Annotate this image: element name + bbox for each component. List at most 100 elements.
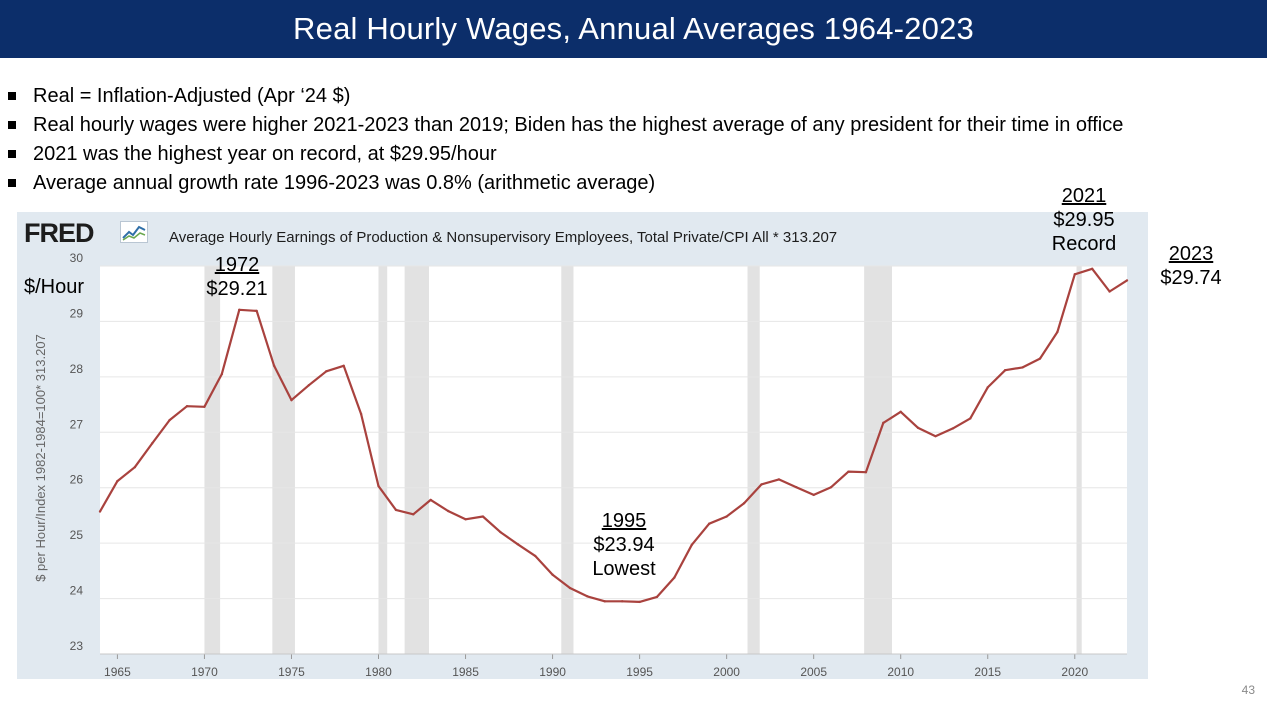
data-point [864, 470, 868, 474]
bullet-square-icon [8, 179, 16, 187]
data-point [568, 586, 572, 590]
data-point [673, 576, 676, 579]
data-point [899, 410, 902, 413]
data-point [829, 485, 833, 489]
data-point [742, 502, 746, 505]
data-point [603, 600, 606, 603]
x-tick-label: 1980 [365, 665, 392, 679]
y-tick-label: 24 [70, 584, 84, 598]
x-tick-label: 2000 [713, 665, 740, 679]
annotation-2023: 2023 $29.74 [1152, 242, 1230, 290]
x-tick-label: 1990 [539, 665, 566, 679]
data-point [1003, 369, 1007, 372]
y-tick-label: 26 [70, 473, 84, 487]
x-tick-label: 1985 [452, 665, 479, 679]
annotation-year: 2023 [1168, 243, 1214, 265]
data-point [168, 418, 171, 422]
data-point [951, 427, 955, 430]
data-point [795, 485, 798, 489]
data-point [272, 364, 276, 367]
recession-band [561, 266, 574, 654]
data-point [220, 372, 224, 376]
annotation-year: 1995 [601, 510, 647, 532]
y-tick-label: 23 [70, 639, 84, 653]
x-tick-label: 2015 [974, 665, 1001, 679]
bullet-item: 2021 was the highest year on record, at … [8, 140, 1123, 169]
page-number: 43 [1241, 683, 1255, 697]
annotation-note: Record [1051, 233, 1117, 255]
x-tick-label: 2020 [1061, 665, 1088, 679]
series-line [99, 267, 1128, 604]
data-point [98, 510, 102, 513]
bullet-item: Real = Inflation-Adjusted (Apr ‘24 $) [8, 82, 1123, 111]
data-point [185, 405, 189, 408]
bullet-text: Average annual growth rate 1996-2023 was… [33, 172, 656, 194]
bullet-square-icon [8, 121, 16, 129]
recession-band [404, 266, 429, 654]
annotation-year: 1972 [214, 254, 260, 276]
data-point [916, 426, 920, 430]
data-point [638, 600, 641, 604]
data-point [255, 309, 258, 313]
data-point [621, 600, 624, 603]
recession-band [272, 266, 295, 654]
data-point [533, 554, 537, 558]
annotation-year: 2021 [1061, 185, 1107, 207]
data-point [342, 364, 345, 367]
x-tick-label: 1975 [278, 665, 305, 679]
annotation-value: $29.74 [1160, 267, 1222, 289]
y-tick-label: 25 [70, 528, 84, 542]
recession-band [864, 266, 893, 654]
x-tick-label: 1970 [191, 665, 218, 679]
data-point [499, 530, 502, 534]
data-point [725, 515, 728, 518]
bullet-item: Real hourly wages were higher 2021-2023 … [8, 111, 1123, 140]
bullet-list: Real = Inflation-Adjusted (Apr ‘24 $) Re… [8, 82, 1123, 198]
bullet-item: Average annual growth rate 1996-2023 was… [8, 169, 1123, 198]
annotation-value: $23.94 [593, 534, 655, 556]
y-tick-label: 29 [70, 306, 84, 320]
recession-band [378, 266, 388, 654]
y-tick-label: 28 [70, 362, 84, 376]
data-point [307, 383, 311, 387]
bullet-text: 2021 was the highest year on record, at … [33, 143, 497, 165]
slide-title-bar: Real Hourly Wages, Annual Averages 1964-… [0, 0, 1267, 58]
data-point [1056, 330, 1059, 334]
data-point [551, 573, 554, 576]
bullet-text: Real = Inflation-Adjusted (Apr ‘24 $) [33, 85, 351, 107]
fred-chart-icon [120, 221, 148, 243]
data-point [394, 508, 398, 512]
x-tick-label: 2010 [887, 665, 914, 679]
data-point [690, 543, 694, 547]
y-tick-label: 27 [70, 417, 84, 431]
data-point [116, 479, 119, 483]
x-tick-label: 2005 [800, 665, 827, 679]
x-tick-label: 1995 [626, 665, 653, 679]
data-point [1021, 366, 1024, 369]
y-tick-label: 30 [70, 251, 84, 265]
data-point [377, 484, 380, 488]
plot-area [100, 266, 1127, 654]
chart-title: Average Hourly Earnings of Production & … [169, 229, 838, 246]
data-point [1073, 273, 1076, 276]
data-point [203, 405, 206, 408]
data-point [446, 509, 450, 513]
x-tick-label: 1965 [104, 665, 131, 679]
data-point [464, 518, 467, 521]
recession-band [1076, 266, 1082, 654]
unit-label: $/Hour [24, 276, 85, 298]
data-point [586, 595, 589, 598]
annotation-note: Lowest [592, 558, 656, 580]
annotation-1995: 1995 $23.94 Lowest [580, 509, 668, 581]
data-point [151, 442, 154, 445]
data-point [290, 398, 293, 402]
data-point [812, 493, 815, 497]
data-point [655, 595, 659, 599]
annotation-2021: 2021 $29.95 Record [1040, 184, 1128, 256]
data-point [238, 308, 241, 311]
data-point [1090, 267, 1094, 270]
data-point [986, 386, 989, 389]
recession-band [747, 266, 760, 654]
fred-logo: FRED [24, 218, 94, 248]
data-point [1125, 279, 1129, 282]
